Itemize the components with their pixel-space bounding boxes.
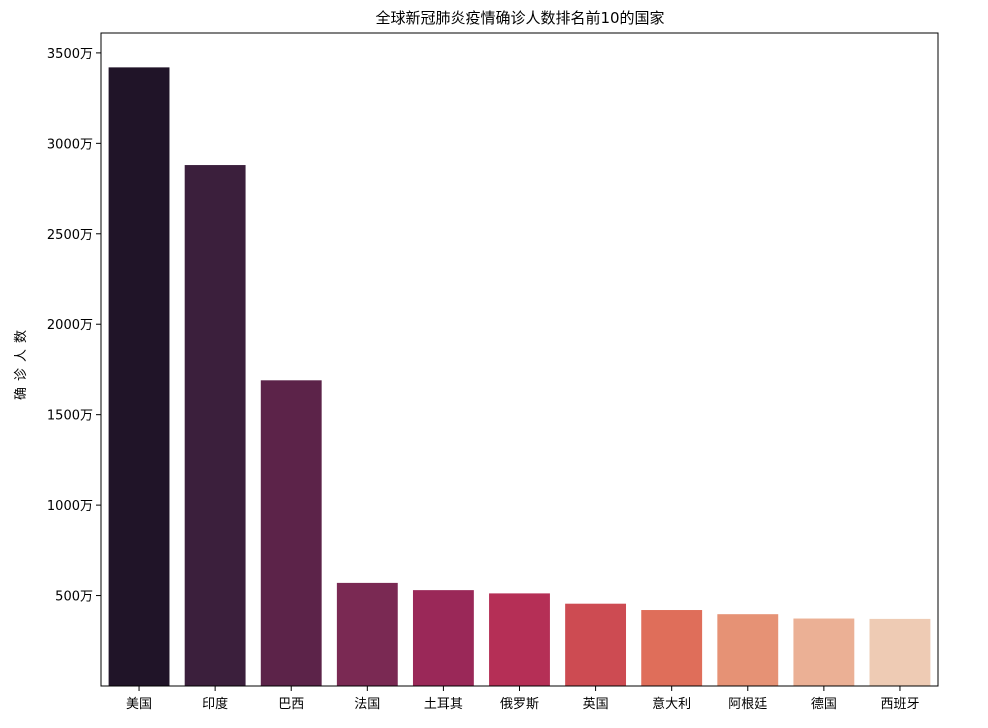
bars-group [108,67,931,687]
y-tick-label: 1500万 [47,409,93,424]
bar-5 [489,593,550,686]
y-tick-label: 2500万 [47,228,93,243]
x-tick-label: 俄罗斯 [500,697,539,712]
y-axis-label: 确诊人数 [14,324,29,400]
bar-4 [412,590,474,686]
bar-8 [717,614,779,686]
bar-6 [565,603,627,686]
chart-title: 全球新冠肺炎疫情确诊人数排名前10的国家 [375,9,664,27]
y-tick-label: 1000万 [47,499,93,514]
x-tick-label: 意大利 [652,696,691,712]
x-tick-label: 土耳其 [424,697,463,712]
bar-9 [793,618,855,686]
x-tick-label: 英国 [583,697,609,712]
bar-1 [184,165,246,687]
x-ticks-group: 美国 印度 巴西 法国 土耳其 俄罗斯 英国 意大利 阿根廷 德国 西班牙 [126,686,919,712]
x-tick-label: 阿根廷 [728,697,767,712]
y-ticks-group: 500万 1000万 1500万 2000万 2500万 3000万 3500万 [47,47,101,605]
x-tick-label: 法国 [354,697,380,712]
y-tick-label: 500万 [55,590,93,605]
bar-2 [260,380,322,686]
bar-7 [641,610,703,686]
y-tick-label: 2000万 [47,318,93,333]
x-tick-label: 西班牙 [880,697,919,712]
x-tick-label: 巴西 [278,697,304,712]
y-tick-label: 3000万 [47,137,93,152]
bar-3 [336,582,398,686]
x-tick-label: 德国 [811,697,837,712]
y-tick-label: 3500万 [47,47,93,62]
x-tick-label: 美国 [126,697,152,712]
x-tick-label: 印度 [202,696,228,712]
bar-10 [869,618,931,686]
bar-0 [108,67,170,687]
